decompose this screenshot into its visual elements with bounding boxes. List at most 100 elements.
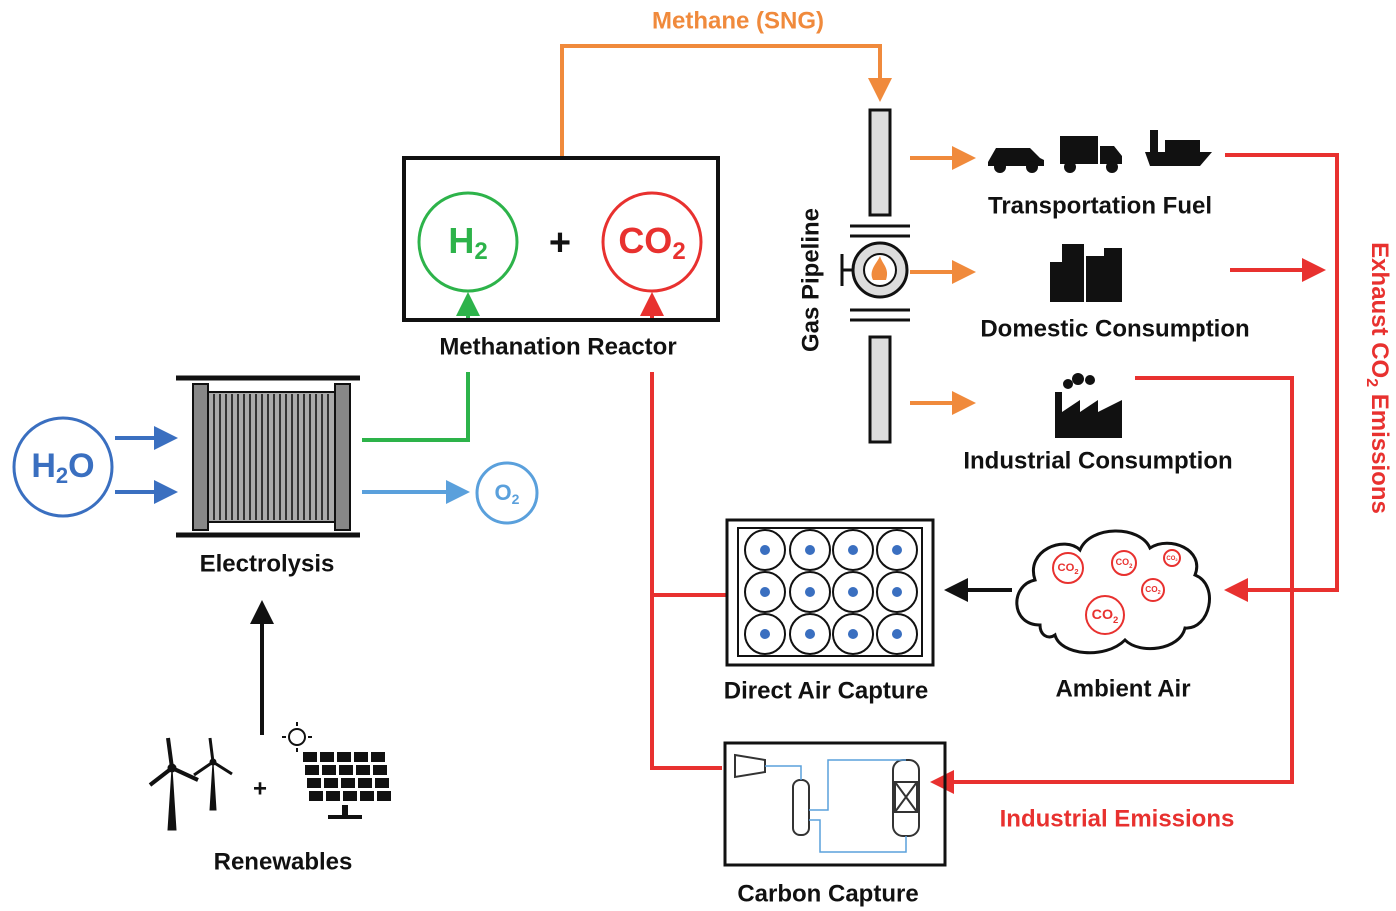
sorbent-core (805, 587, 815, 597)
co2-molecule-base: CO (1116, 557, 1130, 567)
reactor-label: Methanation Reactor (439, 333, 676, 360)
solar-cell (320, 752, 334, 762)
co2-molecule-sub: 2 (1175, 557, 1178, 562)
co2-molecule-sub: 2 (1129, 564, 1133, 570)
renewables-plus: + (253, 775, 267, 802)
sorbent-core (892, 629, 902, 639)
h2-feed (362, 372, 470, 442)
co2-feed (650, 372, 722, 770)
pipeline (840, 108, 910, 444)
cloud (1015, 529, 1211, 655)
solar-cell (354, 752, 368, 762)
co2-label: CO2 (618, 220, 685, 266)
electrolysis-label: Electrolysis (200, 550, 335, 577)
co2-sub: 2 (672, 238, 685, 265)
factory-icon (1055, 373, 1122, 438)
electrolyzer (176, 375, 360, 538)
co2-molecule-label: CO2 (1057, 562, 1078, 576)
sorbent-core (892, 587, 902, 597)
h2-sub: 2 (474, 238, 487, 265)
co2-molecule-label: CO2 (1145, 585, 1160, 596)
solar-cell (305, 765, 319, 775)
cc-box (723, 741, 947, 867)
solar-cell (356, 765, 370, 775)
solar-cell (360, 791, 374, 801)
o2-label: O2 (495, 480, 520, 507)
co2-molecule-sub: 2 (1113, 614, 1118, 625)
h2o-circle (12, 416, 114, 518)
sorbent-core (892, 545, 902, 555)
co2-molecule-base: CO (1166, 556, 1175, 562)
methane-label: Methane (SNG) (652, 7, 824, 34)
co2-molecule (1141, 578, 1165, 602)
solar-cell (307, 778, 321, 788)
h2-label: H2 (448, 220, 487, 266)
ambient-label: Ambient Air (1055, 675, 1190, 702)
exhaust-post: Emissions (1366, 387, 1393, 514)
use-label: Transportation Fuel (988, 192, 1212, 219)
solar-cell (324, 778, 338, 788)
co2-molecule-label: CO2 (1092, 607, 1119, 626)
o2-base: O (495, 480, 512, 505)
co2-molecule (1163, 549, 1181, 567)
solar-cell (358, 778, 372, 788)
co2-molecule-label: CO2 (1166, 556, 1178, 562)
h2o-label: H2O (31, 447, 94, 488)
solar-panel (282, 722, 391, 819)
co2-molecule-sub: 2 (1074, 567, 1078, 576)
industrial-exhaust (930, 376, 1294, 794)
methane-arrow (560, 44, 892, 157)
cc-label: Carbon Capture (737, 880, 918, 907)
exhaust-sub: 2 (1363, 378, 1380, 387)
exhaust-label: Exhaust CO2 Emissions (1363, 242, 1393, 514)
co2-molecule-label: CO2 (1116, 557, 1134, 569)
use-label: Domestic Consumption (980, 315, 1249, 342)
h2-circle (417, 191, 519, 293)
co2-molecule-sub: 2 (1158, 590, 1161, 596)
co2-molecule-base: CO (1057, 562, 1074, 574)
buildings-icon (1050, 244, 1122, 302)
solar-cell (343, 791, 357, 801)
co2-circle (601, 191, 703, 293)
h2o-base: H (31, 447, 56, 485)
co2-molecule (1052, 552, 1084, 584)
exhaust-line (1224, 153, 1339, 602)
dac-grid (744, 529, 918, 655)
solar-cell (339, 765, 353, 775)
co2-molecule (1085, 595, 1125, 635)
sorbent-core (760, 587, 770, 597)
co2-molecule-base: CO (1145, 585, 1158, 594)
exhaust-pre: Exhaust CO (1366, 242, 1393, 378)
reactor-box (402, 156, 720, 322)
solar-cell (377, 791, 391, 801)
cc-equipment (734, 753, 920, 853)
solar-cell (326, 791, 340, 801)
solar-cell (303, 752, 317, 762)
sorbent-core (760, 545, 770, 555)
solar-cell (371, 752, 385, 762)
h2o-tail: O (68, 447, 94, 485)
pipeline-label: Gas Pipeline (797, 208, 824, 352)
solar-cell (341, 778, 355, 788)
co2-base: CO (618, 220, 672, 261)
sorbent-core (848, 629, 858, 639)
sorbent-core (760, 629, 770, 639)
co2-molecule-base: CO (1092, 607, 1113, 623)
vehicle-icons (988, 130, 1212, 173)
solar-cell (337, 752, 351, 762)
dac-box (725, 518, 935, 667)
solar-cell (373, 765, 387, 775)
dac-inner (737, 527, 923, 657)
sorbent-core (848, 545, 858, 555)
co2-molecule (1111, 550, 1137, 576)
solar-cell (322, 765, 336, 775)
industrial-emissions-label: Industrial Emissions (1000, 805, 1235, 832)
solar-cell (309, 791, 323, 801)
renewables-label: Renewables (214, 848, 353, 875)
wind-turbines (148, 737, 233, 831)
sorbent-core (805, 545, 815, 555)
sorbent-core (848, 587, 858, 597)
o2-circle (475, 461, 539, 525)
